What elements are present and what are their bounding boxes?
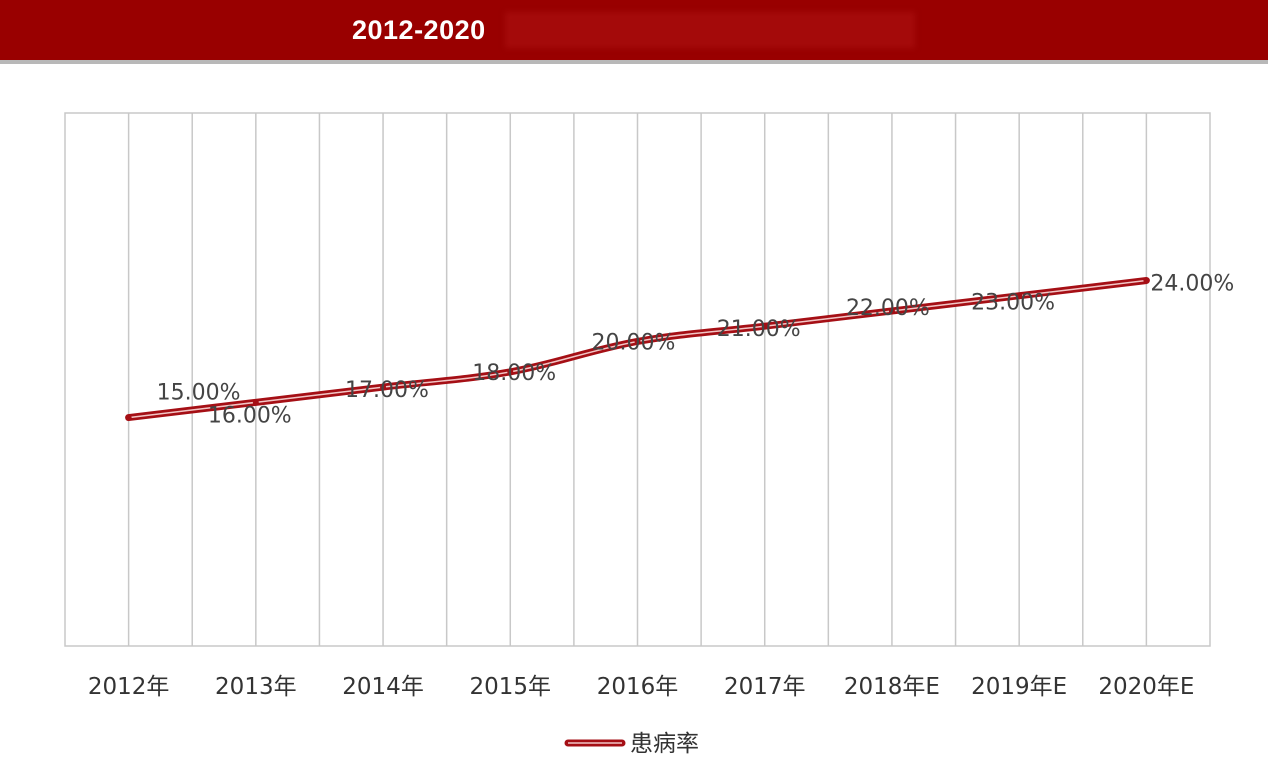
x-tick-label: 2015年 — [470, 674, 552, 700]
data-point — [125, 414, 132, 421]
series-line-group — [125, 277, 1150, 422]
legend: 患病率 — [564, 731, 699, 757]
data-point — [1016, 292, 1023, 299]
data-label: 22.00% — [846, 296, 930, 321]
x-tick-label: 2019年E — [971, 674, 1067, 700]
data-label: 15.00% — [157, 381, 241, 406]
data-label: 24.00% — [1150, 272, 1234, 297]
legend-label: 患病率 — [630, 731, 699, 757]
title-bar: 2012-2020 — [0, 0, 1268, 64]
redacted-title-region — [505, 12, 915, 48]
data-label: 18.00% — [472, 361, 556, 386]
data-point — [1143, 277, 1150, 284]
x-axis-ticks: 2012年 2013年 2014年 2015年 2016年 2017年 2018年E 2019… — [88, 674, 1195, 700]
data-label: 23.00% — [971, 291, 1055, 316]
x-tick-label: 2014年 — [342, 674, 424, 700]
data-label: 21.00% — [717, 317, 801, 342]
data-point — [634, 338, 641, 345]
data-labels: 15.00%16.00% 17.00% 18.00% 20.00% 21.00% 22.0… — [157, 272, 1235, 429]
data-point — [888, 307, 895, 314]
x-tick-label: 2012年 — [88, 674, 170, 700]
chart-title: 2012-2020 — [352, 15, 486, 45]
grid — [64, 112, 1211, 647]
x-tick-label: 2018年E — [844, 674, 940, 700]
x-tick-label: 2017年 — [724, 674, 806, 700]
x-tick-label: 2016年 — [597, 674, 679, 700]
data-point — [380, 384, 387, 391]
x-tick-label: 2020年E — [1098, 674, 1194, 700]
data-point — [507, 368, 514, 375]
data-point — [761, 323, 768, 330]
x-tick-label: 2013年 — [215, 674, 297, 700]
data-label: 20.00% — [592, 330, 676, 355]
data-label: 16.00% — [208, 403, 292, 428]
data-point — [252, 399, 259, 406]
data-label: 17.00% — [345, 378, 429, 403]
